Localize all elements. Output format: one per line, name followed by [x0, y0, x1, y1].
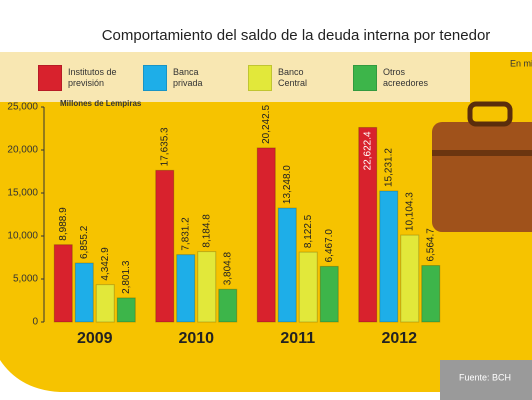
bar	[155, 169, 175, 323]
value-label: 20,242.5	[261, 105, 272, 144]
value-label: 8,988.9	[58, 207, 69, 241]
value-label: 6,564.7	[425, 228, 436, 262]
legend-band	[0, 52, 470, 102]
source: Fuente: BCH	[459, 372, 511, 382]
photo-area	[440, 360, 532, 400]
legend-swatch	[353, 65, 377, 91]
value-label: 13,248.0	[282, 165, 293, 204]
value-label: 7,831.2	[180, 217, 191, 251]
x-tick-label: 2010	[178, 330, 214, 347]
bar	[116, 297, 136, 323]
value-label: 3,804.8	[222, 251, 233, 285]
y-tick-label: 0	[32, 317, 38, 328]
value-label: 17,635.3	[159, 127, 170, 166]
value-label: 4,342.9	[100, 247, 111, 281]
bar	[256, 147, 276, 323]
bar	[379, 190, 399, 323]
value-label: 6,467.0	[324, 229, 335, 263]
bar	[197, 251, 217, 323]
header-band	[0, 0, 532, 52]
bar	[298, 251, 318, 323]
bar	[400, 234, 420, 323]
legend-item: Banca privada	[123, 56, 228, 100]
bar	[277, 207, 297, 323]
legend-label: Banca privada	[173, 67, 203, 88]
y-tick-label: 20,000	[7, 145, 38, 156]
legend: Institutos de previsión Banca privada Banc…	[18, 56, 458, 100]
bar	[319, 265, 339, 323]
bar	[176, 254, 196, 323]
legend-label: Banco Central	[278, 67, 308, 88]
legend-item: Institutos de previsión	[18, 56, 123, 100]
y-axis-title: Millones de Lempiras	[60, 99, 142, 108]
briefcase	[432, 122, 532, 232]
y-tick-label: 15,000	[7, 188, 38, 199]
x-tick-label: 2009	[77, 330, 113, 347]
chart-title: Comportamiento del saldo de la deuda int…	[102, 27, 491, 44]
value-label: 6,855.2	[79, 225, 90, 259]
legend-item: Otros acreedores	[333, 56, 438, 100]
bar	[53, 244, 73, 323]
legend-label: Otros acreedores	[383, 67, 429, 88]
bar	[95, 284, 115, 323]
bar	[218, 288, 238, 323]
value-label: 2,801.3	[121, 260, 132, 294]
briefcase-handle	[467, 101, 513, 127]
legend-item: Banco Central	[228, 56, 333, 100]
legend-swatch	[143, 65, 167, 91]
value-label: 10,104.3	[404, 192, 415, 231]
legend-swatch	[248, 65, 272, 91]
bar	[358, 126, 378, 323]
briefcase-strap	[432, 150, 532, 156]
legend-label: Institutos de previsión	[68, 67, 117, 88]
y-tick-label: 10,000	[7, 231, 38, 242]
x-tick-label: 2012	[381, 330, 417, 347]
value-label: 8,184.8	[201, 214, 212, 248]
y-tick-label: 5,000	[13, 274, 38, 285]
x-tick-label: 2011	[280, 330, 315, 347]
legend-swatch	[38, 65, 62, 91]
subtitle: En mi	[510, 58, 532, 68]
value-label: 15,231.2	[383, 148, 394, 187]
value-label: 8,122.5	[303, 214, 314, 248]
value-label: 22,622.4	[362, 131, 373, 170]
bar	[421, 265, 441, 323]
bar	[74, 262, 94, 323]
y-tick-label: 25,000	[7, 102, 38, 113]
